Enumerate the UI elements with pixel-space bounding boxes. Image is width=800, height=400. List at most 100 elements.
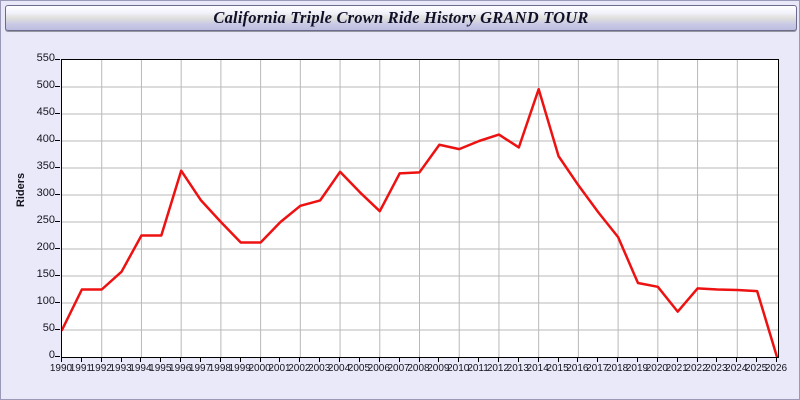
x-tick-mark [219, 357, 221, 362]
x-tick-mark [418, 357, 420, 362]
y-tick-mark [55, 59, 60, 60]
x-tick-label: 2012 [486, 363, 510, 374]
y-tick-label: 50 [42, 322, 55, 334]
x-tick-label: 2022 [685, 363, 708, 374]
x-tick-label: 1992 [89, 363, 112, 374]
x-tick-label: 2020 [645, 363, 668, 374]
y-tick-label: 400 [36, 133, 55, 145]
x-tick-label: 2025 [745, 363, 768, 374]
x-tick-label: 2018 [605, 363, 629, 374]
y-tick-mark [55, 275, 60, 276]
y-tick-mark [55, 302, 60, 303]
x-tick-label: 1994 [129, 363, 152, 374]
x-tick-label: 2015 [546, 363, 569, 374]
x-tick-mark [160, 357, 162, 362]
y-tick-label: 500 [36, 79, 55, 91]
x-tick-label: 2024 [725, 363, 748, 374]
x-tick-label: 2026 [764, 363, 788, 374]
x-tick-label: 2004 [327, 363, 351, 374]
x-tick-mark [497, 357, 499, 362]
x-tick-mark [339, 357, 341, 362]
y-tick-mark [55, 329, 60, 330]
y-tick-mark [55, 140, 60, 141]
x-tick-label: 2006 [367, 363, 390, 374]
x-tick-label: 1997 [188, 363, 212, 374]
x-tick-label: 2011 [467, 363, 489, 374]
x-tick-mark [458, 357, 460, 362]
x-tick-label: 2000 [248, 363, 271, 374]
window-title-bar: California Triple Crown Ride History GRA… [5, 5, 797, 31]
x-tick-label: 2014 [526, 363, 549, 374]
y-tick-mark [55, 113, 60, 114]
x-tick-mark [736, 357, 738, 362]
x-tick-label: 2017 [586, 363, 609, 374]
x-tick-mark [80, 357, 82, 362]
y-tick-label: 100 [36, 295, 55, 307]
plot-area [61, 59, 779, 358]
x-tick-label: 2019 [625, 363, 649, 374]
y-tick-label: 150 [36, 268, 55, 280]
x-tick-label: 2003 [308, 363, 331, 374]
x-tick-mark [617, 357, 619, 362]
x-tick-label: 2001 [268, 363, 291, 374]
x-axis-ticks: 1990 1991 1992 1993 1994 1995 1996 1997 1998 1999… [50, 357, 787, 387]
y-axis-ticks: 0 50 100 150 200 250 300 350 400 450 500 550 [5, 53, 60, 361]
x-tick-mark [100, 357, 102, 362]
x-tick-mark [140, 357, 142, 362]
y-tick-label: 0 [48, 349, 55, 361]
x-tick-mark [636, 357, 638, 362]
y-tick-mark [55, 167, 60, 168]
x-tick-label: 2002 [288, 363, 311, 374]
x-tick-label: 2007 [387, 363, 410, 374]
y-tick-mark [55, 356, 60, 357]
x-tick-mark [517, 357, 519, 362]
chart-panel: Riders 0 50 100 150 200 250 300 350 400 450 500 550… [5, 34, 797, 397]
x-tick-mark [180, 357, 182, 362]
x-tick-mark [776, 357, 777, 362]
x-tick-mark [398, 357, 400, 362]
page-title: California Triple Crown Ride History GRA… [213, 8, 589, 27]
x-tick-label: 2023 [705, 363, 728, 374]
x-tick-label: 1993 [109, 363, 132, 374]
x-tick-mark [696, 357, 698, 362]
x-tick-mark [378, 357, 380, 362]
x-tick-mark [756, 357, 758, 362]
x-tick-label: 2005 [347, 363, 371, 374]
y-tick-label: 450 [36, 106, 55, 118]
x-tick-label: 2008 [407, 363, 430, 374]
gridlines [62, 60, 778, 357]
x-tick-label: 1996 [169, 363, 192, 374]
x-tick-mark [537, 357, 539, 362]
x-tick-label: 2013 [506, 363, 529, 374]
y-tick-label: 300 [36, 187, 55, 199]
x-tick-mark [656, 357, 658, 362]
x-tick-label: 1999 [228, 363, 251, 374]
x-tick-label: 2010 [447, 363, 470, 374]
y-tick-mark [55, 194, 60, 195]
x-tick-mark [200, 357, 202, 362]
x-tick-label: 1991 [69, 363, 92, 374]
y-tick-mark [55, 248, 60, 249]
y-tick-label: 200 [36, 241, 55, 253]
x-tick-label: 2016 [566, 363, 589, 374]
x-tick-label: 2021 [665, 363, 688, 374]
x-tick-label: 1998 [208, 363, 231, 374]
x-tick-mark [438, 357, 440, 362]
y-tick-mark [55, 221, 60, 222]
x-tick-mark [577, 357, 579, 362]
x-tick-mark [239, 357, 241, 362]
x-tick-mark [120, 357, 122, 362]
x-tick-label: 2009 [427, 363, 450, 374]
x-tick-mark [358, 357, 360, 362]
y-tick-label: 550 [36, 52, 55, 64]
x-tick-mark [319, 357, 321, 362]
x-tick-mark [716, 357, 718, 362]
x-tick-mark [61, 357, 62, 362]
x-tick-mark [299, 357, 301, 362]
x-tick-mark [597, 357, 599, 362]
y-tick-label: 250 [36, 214, 55, 226]
x-tick-label: 1995 [149, 363, 172, 374]
x-tick-mark [259, 357, 261, 362]
x-tick-mark [676, 357, 678, 362]
